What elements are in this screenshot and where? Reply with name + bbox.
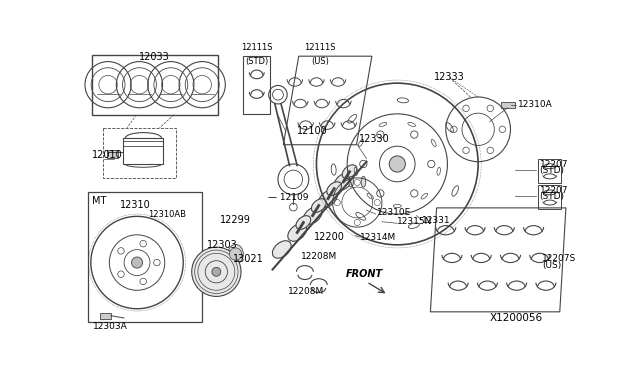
Text: 12200: 12200 bbox=[314, 232, 345, 242]
Text: (STD): (STD) bbox=[540, 192, 564, 201]
Ellipse shape bbox=[342, 165, 357, 179]
Text: 12333: 12333 bbox=[435, 71, 465, 81]
Text: 12315N: 12315N bbox=[397, 217, 433, 226]
Text: 12033: 12033 bbox=[140, 52, 170, 62]
Text: 12100: 12100 bbox=[297, 126, 328, 136]
Text: 12310: 12310 bbox=[120, 200, 151, 210]
Text: 12207: 12207 bbox=[540, 186, 568, 195]
Bar bbox=[243, 56, 270, 114]
Text: (STD): (STD) bbox=[244, 57, 268, 66]
Text: (US): (US) bbox=[312, 57, 329, 66]
Text: 12310AB: 12310AB bbox=[148, 209, 186, 218]
Ellipse shape bbox=[327, 182, 342, 195]
Bar bbox=[88, 192, 202, 322]
Ellipse shape bbox=[349, 176, 353, 187]
Text: 12331: 12331 bbox=[422, 216, 451, 225]
Text: 12111S: 12111S bbox=[241, 44, 272, 52]
Bar bbox=[103, 128, 176, 178]
Text: 12310E: 12310E bbox=[378, 208, 412, 217]
Ellipse shape bbox=[319, 190, 337, 207]
Text: 12208M: 12208M bbox=[288, 286, 324, 295]
Text: 12208M: 12208M bbox=[301, 252, 337, 261]
Ellipse shape bbox=[228, 244, 243, 264]
Circle shape bbox=[212, 267, 221, 276]
Text: — 12109: — 12109 bbox=[268, 193, 308, 202]
Bar bbox=[501, 102, 515, 108]
Text: 12111S: 12111S bbox=[305, 44, 336, 52]
Ellipse shape bbox=[288, 224, 307, 241]
Text: 12330: 12330 bbox=[359, 134, 390, 144]
Bar bbox=[538, 158, 561, 183]
Text: 12207: 12207 bbox=[540, 160, 568, 169]
Text: X1200056: X1200056 bbox=[490, 313, 543, 323]
Ellipse shape bbox=[303, 207, 322, 224]
Bar bbox=[124, 138, 163, 164]
Text: (US): (US) bbox=[542, 261, 561, 270]
Circle shape bbox=[230, 248, 242, 260]
Circle shape bbox=[131, 257, 143, 268]
Bar bbox=[92, 55, 218, 115]
Text: 12303: 12303 bbox=[207, 240, 238, 250]
Text: (STD): (STD) bbox=[540, 166, 564, 175]
Text: 12314M: 12314M bbox=[360, 232, 397, 242]
Text: 12010: 12010 bbox=[92, 150, 123, 160]
Circle shape bbox=[389, 156, 405, 172]
Text: 13021: 13021 bbox=[234, 254, 264, 264]
Ellipse shape bbox=[334, 173, 353, 190]
Bar bbox=[107, 150, 118, 158]
Bar bbox=[100, 313, 111, 319]
Text: MT: MT bbox=[92, 196, 107, 206]
Text: 12310A: 12310A bbox=[518, 100, 553, 109]
Ellipse shape bbox=[296, 216, 310, 230]
Bar bbox=[538, 185, 561, 209]
Text: 12303A: 12303A bbox=[93, 322, 127, 331]
Ellipse shape bbox=[273, 241, 291, 258]
Ellipse shape bbox=[312, 199, 326, 212]
Ellipse shape bbox=[361, 176, 365, 187]
Text: 12207S: 12207S bbox=[542, 254, 576, 263]
Text: 12299: 12299 bbox=[220, 215, 251, 225]
Circle shape bbox=[192, 247, 241, 296]
Text: FRONT: FRONT bbox=[346, 269, 383, 279]
